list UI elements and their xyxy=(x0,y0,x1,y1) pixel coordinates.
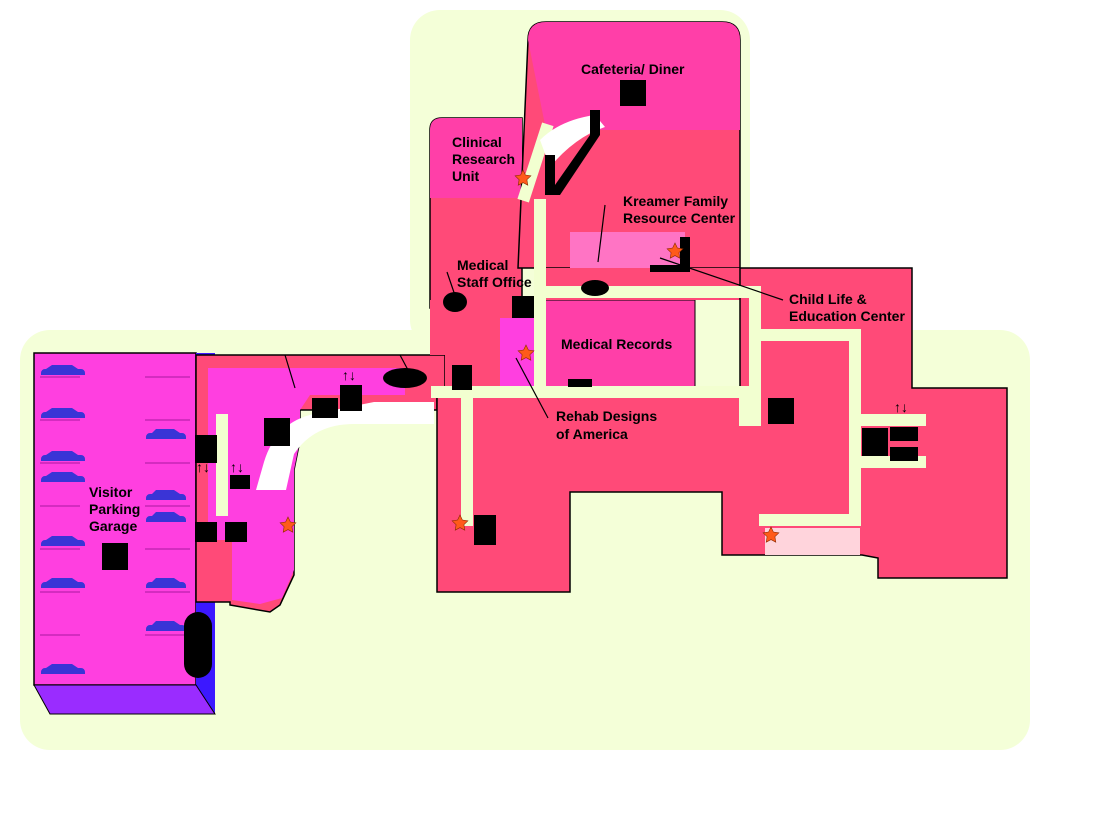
room-labels: Cafeteria/ Diner Clinical Research Unit … xyxy=(89,61,905,534)
star-markers xyxy=(279,169,780,543)
elevator-icon: ↑↓ xyxy=(342,367,356,383)
car-icons xyxy=(41,365,186,674)
label-clinical-research-2: Research xyxy=(452,151,515,167)
label-clinical-research-3: Unit xyxy=(452,168,480,184)
car-icon xyxy=(41,408,85,418)
star-icon xyxy=(517,344,535,361)
star-icon xyxy=(279,516,297,533)
elevator-blocks xyxy=(195,80,918,545)
star-icon xyxy=(762,526,780,543)
car-icon xyxy=(41,365,85,375)
car-icon xyxy=(146,578,186,588)
label-kreamer-2: Resource Center xyxy=(623,210,736,226)
car-icon xyxy=(41,472,85,482)
elevator-symbols: ↑↓ ↑↓ ↑↓ ↑↓ xyxy=(196,367,908,475)
label-medical-records: Medical Records xyxy=(561,336,672,352)
label-cafeteria: Cafeteria/ Diner xyxy=(581,61,685,77)
label-rehab-2: of America xyxy=(556,426,628,442)
elevator-icon: ↑↓ xyxy=(894,399,908,415)
star-icon xyxy=(451,514,469,531)
elevator-icon: ↑↓ xyxy=(196,459,210,475)
garage-walkway-black xyxy=(184,612,212,678)
car-icon xyxy=(146,429,186,439)
label-parking-1: Visitor xyxy=(89,484,133,500)
label-medical-staff-1: Medical xyxy=(457,257,508,273)
elevator-icon: ↑↓ xyxy=(230,459,244,475)
leader-lines xyxy=(284,204,784,419)
car-icon xyxy=(41,664,85,674)
elevator-icon xyxy=(620,80,646,106)
car-icon xyxy=(41,578,85,588)
label-parking-2: Parking xyxy=(89,501,140,517)
parking-stall-lines xyxy=(40,376,190,636)
car-icon xyxy=(146,512,186,522)
corridors xyxy=(216,122,926,526)
label-medical-staff-2: Staff Office xyxy=(457,274,532,290)
car-icon xyxy=(41,536,85,546)
entrance-walkway xyxy=(196,115,605,490)
east-building xyxy=(436,267,1008,593)
label-parking-3: Garage xyxy=(89,518,137,534)
visitor-parking-garage[interactable] xyxy=(33,352,216,715)
car-icon xyxy=(146,490,186,500)
label-kreamer-1: Kreamer Family xyxy=(623,193,728,209)
car-icon xyxy=(146,621,186,631)
label-clinical-research-1: Clinical xyxy=(452,134,502,150)
label-rehab-1: Rehab Designs xyxy=(556,408,657,424)
star-icon xyxy=(514,169,532,186)
label-child-life-1: Child Life & xyxy=(789,291,867,307)
label-child-life-2: Education Center xyxy=(789,308,905,324)
star-icon xyxy=(666,242,684,259)
garage-stair-block xyxy=(102,543,128,570)
car-icon xyxy=(41,451,85,461)
